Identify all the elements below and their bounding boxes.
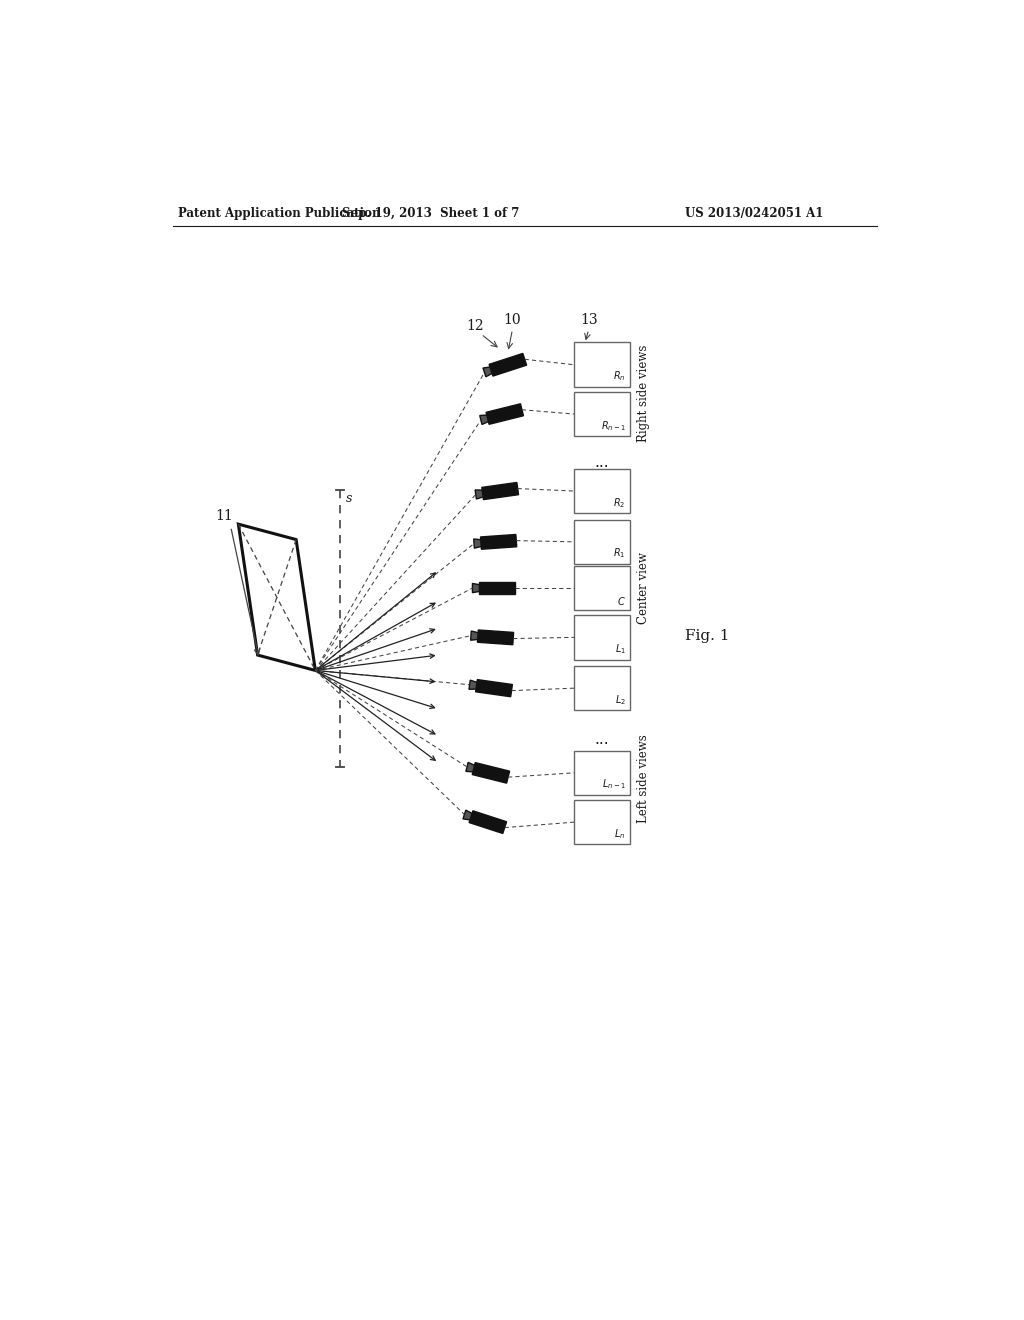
Polygon shape (483, 367, 493, 376)
Polygon shape (477, 630, 514, 644)
Bar (574, 751, 630, 795)
Text: $R_2$: $R_2$ (613, 496, 626, 510)
Text: Left side views: Left side views (637, 734, 650, 822)
Text: Patent Application Publication: Patent Application Publication (178, 207, 381, 220)
Polygon shape (475, 490, 483, 499)
Polygon shape (481, 483, 518, 499)
Polygon shape (489, 354, 526, 376)
Text: 10: 10 (504, 313, 521, 327)
Text: $R_n$: $R_n$ (613, 370, 626, 383)
Bar (574, 520, 630, 564)
Text: Sep. 19, 2013  Sheet 1 of 7: Sep. 19, 2013 Sheet 1 of 7 (342, 207, 519, 220)
Polygon shape (480, 535, 517, 549)
Text: ...: ... (595, 733, 609, 747)
Text: ...: ... (595, 455, 609, 470)
Text: s: s (345, 492, 352, 504)
Polygon shape (463, 810, 472, 820)
Text: US 2013/0242051 A1: US 2013/0242051 A1 (685, 207, 823, 220)
Text: 11: 11 (215, 510, 233, 524)
Polygon shape (480, 414, 488, 425)
Bar (574, 342, 630, 387)
Bar (574, 469, 630, 513)
Text: 12: 12 (467, 319, 484, 333)
Polygon shape (486, 404, 523, 424)
Polygon shape (475, 680, 512, 697)
Text: $R_{n-1}$: $R_{n-1}$ (601, 418, 626, 433)
Text: $L_n$: $L_n$ (614, 826, 626, 841)
Bar (574, 665, 630, 710)
Polygon shape (472, 583, 479, 593)
Polygon shape (469, 680, 477, 689)
Polygon shape (469, 810, 507, 833)
Text: 13: 13 (580, 313, 598, 327)
Polygon shape (466, 763, 474, 772)
Polygon shape (479, 582, 515, 594)
Text: $R_1$: $R_1$ (613, 546, 626, 560)
Polygon shape (474, 539, 481, 548)
Text: Center view: Center view (637, 552, 650, 624)
Polygon shape (471, 631, 478, 640)
Bar (574, 800, 630, 845)
Text: $L_1$: $L_1$ (614, 642, 626, 656)
Polygon shape (472, 763, 510, 783)
Text: $L_2$: $L_2$ (614, 693, 626, 706)
Text: $L_{n-1}$: $L_{n-1}$ (602, 777, 626, 792)
Bar (574, 566, 630, 610)
Bar (574, 392, 630, 437)
Bar (574, 615, 630, 660)
Text: Right side views: Right side views (637, 345, 650, 442)
Text: Fig. 1: Fig. 1 (685, 628, 729, 643)
Text: $C$: $C$ (616, 594, 626, 607)
